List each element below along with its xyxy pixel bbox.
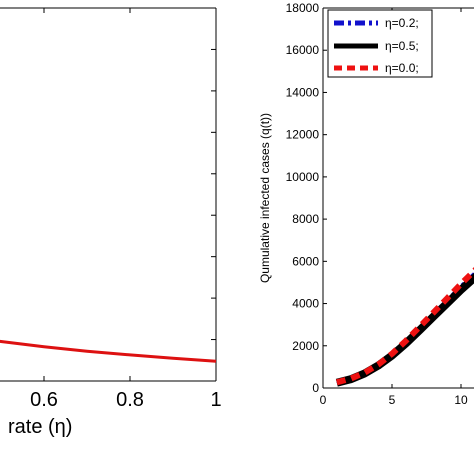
right-y-tick-label: 0 (312, 381, 319, 395)
left-series-line (0, 339, 217, 363)
right-y-tick-label: 10000 (286, 170, 320, 184)
legend-label-eta-0.5: η=0.5; (385, 39, 419, 53)
right-y-tick-label: 12000 (286, 128, 320, 142)
series-line-0.5 (335, 272, 474, 387)
right-y-axis-title: Qumulative infected cases (q(t)) (258, 113, 272, 283)
right-y-tick-label: 18000 (286, 1, 320, 15)
left-x-tick-label: 1 (210, 389, 221, 411)
series-line-0.2 (336, 271, 474, 386)
right-x-tick-label: 10 (454, 393, 468, 407)
right-y-tick-label: 14000 (286, 85, 320, 99)
left-x-tick-label: 0.6 (30, 389, 58, 411)
right-y-tick-labels: 0 2000 4000 6000 8000 10000 12000 14000 16000 180… (286, 1, 320, 395)
right-panel: 0 2000 4000 6000 8000 10000 12000 14000 16000 180… (258, 1, 474, 407)
legend: η=0.2; η=0.5; η=0.0; (327, 9, 433, 78)
right-x-tick-labels: 0 5 10 (320, 393, 468, 407)
left-x-tick-label: 0.8 (116, 389, 144, 411)
right-x-tick-label: 5 (389, 393, 396, 407)
left-x-tick-labels: 0.6 0.8 1 (30, 389, 221, 411)
left-ticks (43, 8, 217, 381)
right-y-tick-label: 6000 (292, 254, 319, 268)
right-y-tick-label: 2000 (292, 339, 319, 353)
legend-label-eta-0.2: η=0.2; (385, 16, 419, 30)
right-y-tick-label: 8000 (292, 212, 319, 226)
legend-label-eta-0.0: η=0.0; (385, 61, 419, 75)
series-line-0.0 (336, 267, 474, 386)
right-x-tick-label: 0 (320, 393, 327, 407)
left-panel: 0.6 0.8 1 rate (η) (0, 7, 222, 438)
right-y-tick-label: 16000 (286, 43, 320, 57)
left-x-axis-title: rate (η) (8, 416, 72, 438)
right-series-lines (335, 267, 474, 387)
right-y-tick-label: 4000 (292, 297, 319, 311)
